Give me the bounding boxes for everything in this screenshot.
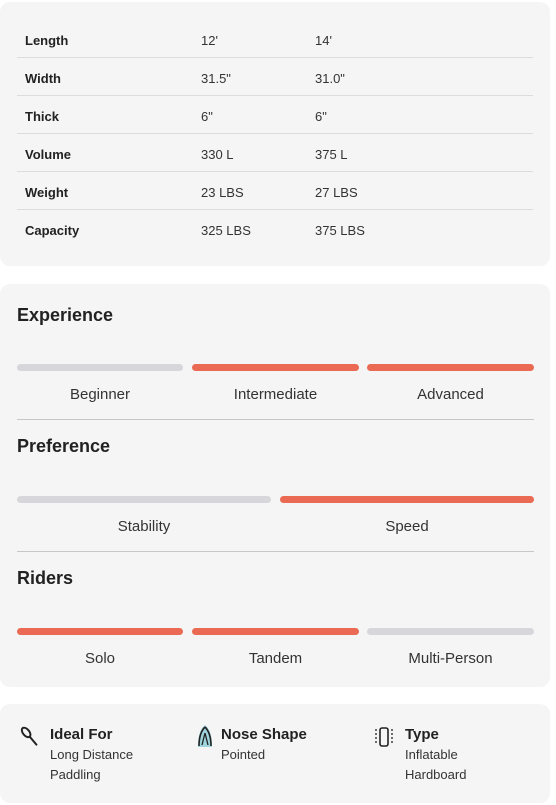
spec-row-weight: Weight 23 LBS 27 LBS <box>17 172 533 210</box>
nose-shape-value: Pointed <box>221 747 266 762</box>
type-line1: Inflatable <box>405 747 458 762</box>
riders-label-multi-person: Multi-Person <box>408 650 493 667</box>
spec-value-12ft: 330 L <box>201 147 234 162</box>
experience-bar-advanced <box>367 364 534 371</box>
spec-value-14ft: 375 L <box>315 147 348 162</box>
specs-card: Length 12' 14' Width 31.5" 31.0" Thick 6… <box>0 2 550 266</box>
type-line2: Hardboard <box>405 767 467 782</box>
spec-value-14ft: 31.0" <box>315 71 345 86</box>
spec-label: Capacity <box>25 223 80 238</box>
ideal-for-line2: Paddling <box>50 767 101 782</box>
spec-row-length: Length 12' 14' <box>17 20 533 58</box>
ratings-card: Experience Beginner Intermediate Advance… <box>0 284 550 687</box>
nose-shape-title: Nose Shape <box>221 726 307 743</box>
spec-row-capacity: Capacity 325 LBS 375 LBS <box>17 210 533 248</box>
features-card: Ideal For Long Distance Paddling Nose Sh… <box>0 704 550 803</box>
riders-bar-tandem <box>192 628 359 635</box>
spec-value-14ft: 6" <box>315 109 327 124</box>
spec-value-12ft: 12' <box>201 33 218 48</box>
experience-bar-intermediate <box>192 364 359 371</box>
spec-label: Width <box>25 71 61 86</box>
preference-bar-stability <box>17 496 271 503</box>
spec-value-12ft: 6" <box>201 109 213 124</box>
spec-label: Weight <box>25 185 69 200</box>
type-title: Type <box>405 726 439 743</box>
riders-bar-solo <box>17 628 183 635</box>
spec-label: Volume <box>25 147 71 162</box>
experience-title: Experience <box>17 305 114 325</box>
riders-title: Riders <box>17 568 74 588</box>
pointed-nose-icon <box>198 725 212 747</box>
preference-bar-speed <box>280 496 534 503</box>
section-divider <box>17 551 534 552</box>
board-type-icon <box>375 727 393 747</box>
spec-label: Thick <box>25 109 59 124</box>
spec-value-12ft: 325 LBS <box>201 223 251 238</box>
ideal-for-line1: Long Distance <box>50 747 134 762</box>
riders-bar-multi-person <box>367 628 534 635</box>
section-divider <box>17 419 534 420</box>
spec-label: Length <box>25 33 69 48</box>
riders-label-tandem: Tandem <box>248 650 303 667</box>
spec-value-12ft: 23 LBS <box>201 185 244 200</box>
spec-value-14ft: 14' <box>315 33 332 48</box>
spec-value-14ft: 27 LBS <box>315 185 358 200</box>
ideal-for-title: Ideal For <box>50 726 113 743</box>
spec-row-volume: Volume 330 L 375 L <box>17 134 533 172</box>
riders-label-solo: Solo <box>84 650 116 667</box>
spec-value-14ft: 375 LBS <box>315 223 365 238</box>
preference-label-stability: Stability <box>117 518 171 535</box>
preference-title: Preference <box>17 436 111 456</box>
spec-value-12ft: 31.5" <box>201 71 231 86</box>
spec-row-width: Width 31.5" 31.0" <box>17 58 533 96</box>
experience-bar-beginner <box>17 364 183 371</box>
experience-label-advanced: Advanced <box>417 386 484 403</box>
paddle-icon <box>20 726 38 746</box>
experience-label-intermediate: Intermediate <box>233 386 318 403</box>
spec-row-thick: Thick 6" 6" <box>17 96 533 134</box>
experience-label-beginner: Beginner <box>69 386 131 403</box>
preference-label-speed: Speed <box>385 518 429 535</box>
